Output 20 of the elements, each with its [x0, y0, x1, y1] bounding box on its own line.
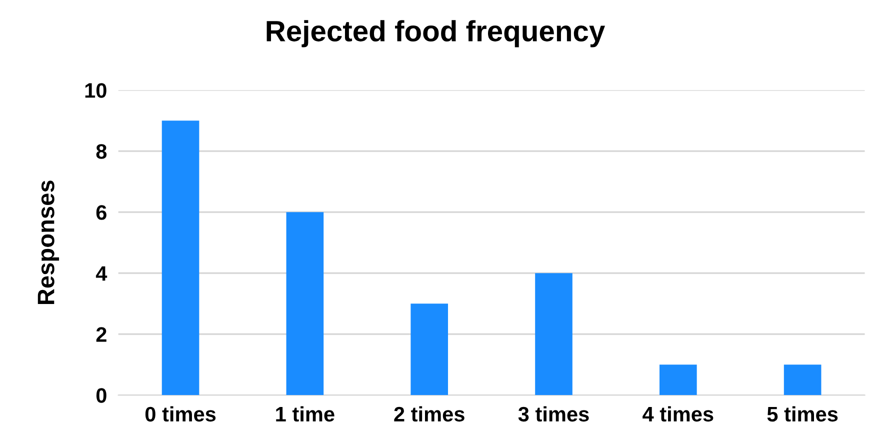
x-tick-label: 2 times	[394, 406, 464, 422]
y-tick-label: 10	[85, 83, 106, 98]
y-tick-label: 2	[96, 327, 106, 342]
bar	[660, 364, 697, 396]
x-tick-label: 5 times	[767, 406, 838, 422]
x-tick-label: 1 time	[276, 406, 334, 422]
y-tick-label: 6	[96, 205, 106, 220]
y-tick-label: 8	[96, 144, 107, 159]
bar	[410, 304, 448, 396]
bar	[286, 212, 324, 396]
y-tick-label: 0	[96, 388, 106, 403]
bar	[784, 364, 822, 396]
x-tick-label: 4 times	[642, 406, 714, 422]
bar	[162, 120, 200, 396]
x-tick-label: 0 times	[145, 406, 216, 422]
bar	[535, 273, 572, 396]
chart-title: Rejected food frequency	[266, 20, 606, 48]
y-axis-title: Responses	[38, 180, 60, 304]
y-tick-label: 4	[96, 266, 108, 281]
x-tick-label: 3 times	[518, 406, 589, 422]
